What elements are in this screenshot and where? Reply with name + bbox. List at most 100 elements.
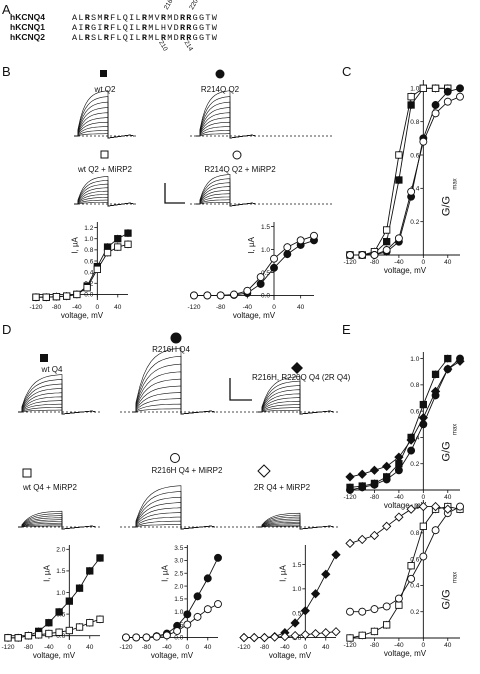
x-tick-label: -120 [1,644,14,651]
series-line [349,358,461,491]
data-point [142,633,151,642]
data-point [431,526,440,535]
x-tick-label: 0 [304,644,308,651]
x-tick-label: -120 [343,642,356,649]
y-tick-label: 1.5 [56,568,65,575]
y-tick-label: 1.2 [84,225,93,232]
y-tick-label: 0.8 [410,119,419,126]
data-point [283,243,292,252]
y-tick-label: 0.2 [410,461,419,468]
data-point [419,552,428,561]
y-tick-label: 1.0 [174,609,183,616]
data-point [431,109,440,118]
data-point [430,386,441,397]
data-point [443,504,453,514]
data-point [183,610,192,619]
data-point [394,512,404,522]
data-point [331,550,341,560]
y-axis-label: I, µA [278,565,287,582]
data-point [382,602,391,611]
current-trace [258,512,335,530]
data-point [419,84,427,92]
chart-b-left: -120-80-400400.00.20.40.60.81.01.2voltag… [29,222,132,320]
data-point [382,475,391,484]
x-axis-label: voltage, mV [233,311,276,320]
data-point [55,628,63,636]
y-tick-label: 1.0 [261,247,270,254]
data-point [52,293,61,301]
data-point [456,84,464,93]
data-point [345,538,355,549]
y-tick-label: 1.5 [174,596,183,603]
charts: -120 -80 -40 0 40 0.0 0.2 0.4 0.6 0.8 1.0 1.2 voltag… [1,80,465,660]
current-trace [196,174,257,207]
y-axis-label-sub: max [452,572,458,583]
x-tick-label: 0 [186,644,190,651]
x-axis-label: voltage, mV [151,651,194,660]
data-point [370,605,379,614]
data-point [357,534,367,545]
data-point [419,400,427,409]
x-tick-label: -80 [370,259,380,266]
data-point [45,629,53,638]
data-point [383,226,391,234]
x-axis-label: voltage, mV [269,651,312,660]
y-tick-label: 0.2 [410,219,419,226]
y-tick-label: 1.0 [84,236,93,243]
y-axis-label: I, µA [42,565,51,582]
data-point [203,291,212,300]
y-tick-label: 0.0 [56,633,65,640]
x-tick-label: 0 [68,644,72,651]
label-wt-q2: wt Q2 [94,85,116,94]
filled-circle-icon [215,69,225,79]
data-point [103,248,112,257]
y-tick-label: 2.0 [174,583,183,590]
data-point [407,562,415,570]
y-tick-label: 1.0 [410,86,419,93]
data-point [4,634,12,642]
data-point [296,236,305,245]
data-point [243,286,252,295]
data-point [173,627,182,635]
x-axis-label: voltage, mV [384,649,427,658]
data-point [35,631,43,639]
data-point [283,250,292,259]
series-line [244,631,337,639]
y-tick-label: 0.6 [410,408,419,415]
current-trace [74,90,135,139]
series-line [126,603,219,638]
data-point [395,601,403,609]
y-axis-label-sub: max [452,424,458,435]
data-point [394,466,403,475]
data-point [280,631,290,642]
data-point [443,364,453,374]
y-tick-label: 0.4 [410,583,419,590]
filled-diamond-icon [291,362,303,374]
data-point [370,251,379,259]
y-tick-label: 3.5 [174,545,183,552]
y-tick-label: 1.5 [292,562,301,569]
x-tick-label: 40 [297,304,305,311]
x-tick-label: -80 [216,304,226,311]
data-point [455,356,465,366]
data-point [214,600,222,609]
data-point [443,97,452,106]
x-tick-label: 40 [444,259,452,266]
y-tick-label: 0.4 [410,435,419,442]
data-point [86,567,94,575]
y-tick-label: 1.0 [410,356,419,363]
x-axis-label: voltage, mV [33,651,76,660]
data-point [321,628,331,638]
series-line [36,243,129,298]
panel-letter-e: E [342,322,351,337]
series-line [126,557,219,638]
series-line [350,506,461,613]
series-line [36,232,129,298]
x-axis-label: voltage, mV [384,501,427,510]
data-point [358,251,367,259]
x-tick-label: -40 [44,644,54,651]
